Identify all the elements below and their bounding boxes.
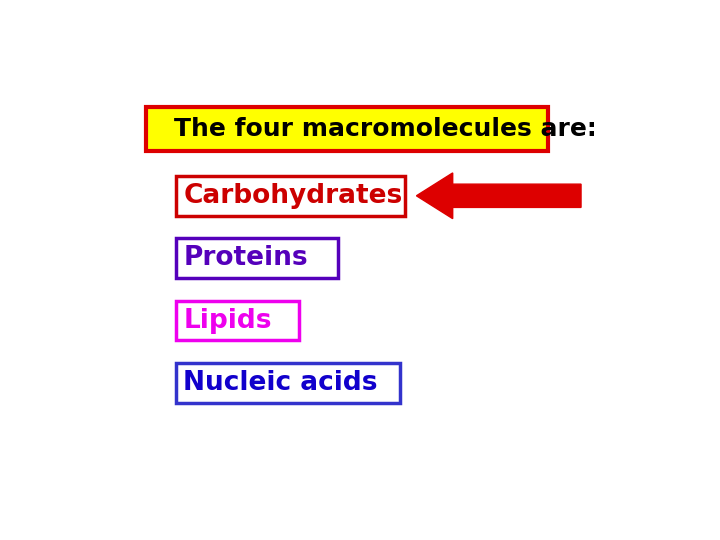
FancyBboxPatch shape — [145, 107, 547, 151]
Text: Nucleic acids: Nucleic acids — [183, 370, 378, 396]
Text: The four macromolecules are:: The four macromolecules are: — [174, 117, 597, 141]
FancyBboxPatch shape — [176, 176, 405, 215]
Text: Lipids: Lipids — [183, 307, 271, 334]
FancyBboxPatch shape — [176, 238, 338, 278]
Polygon shape — [416, 173, 581, 219]
FancyBboxPatch shape — [176, 363, 400, 403]
FancyBboxPatch shape — [176, 301, 300, 340]
Text: Proteins: Proteins — [183, 245, 308, 271]
Text: Carbohydrates: Carbohydrates — [183, 183, 402, 209]
